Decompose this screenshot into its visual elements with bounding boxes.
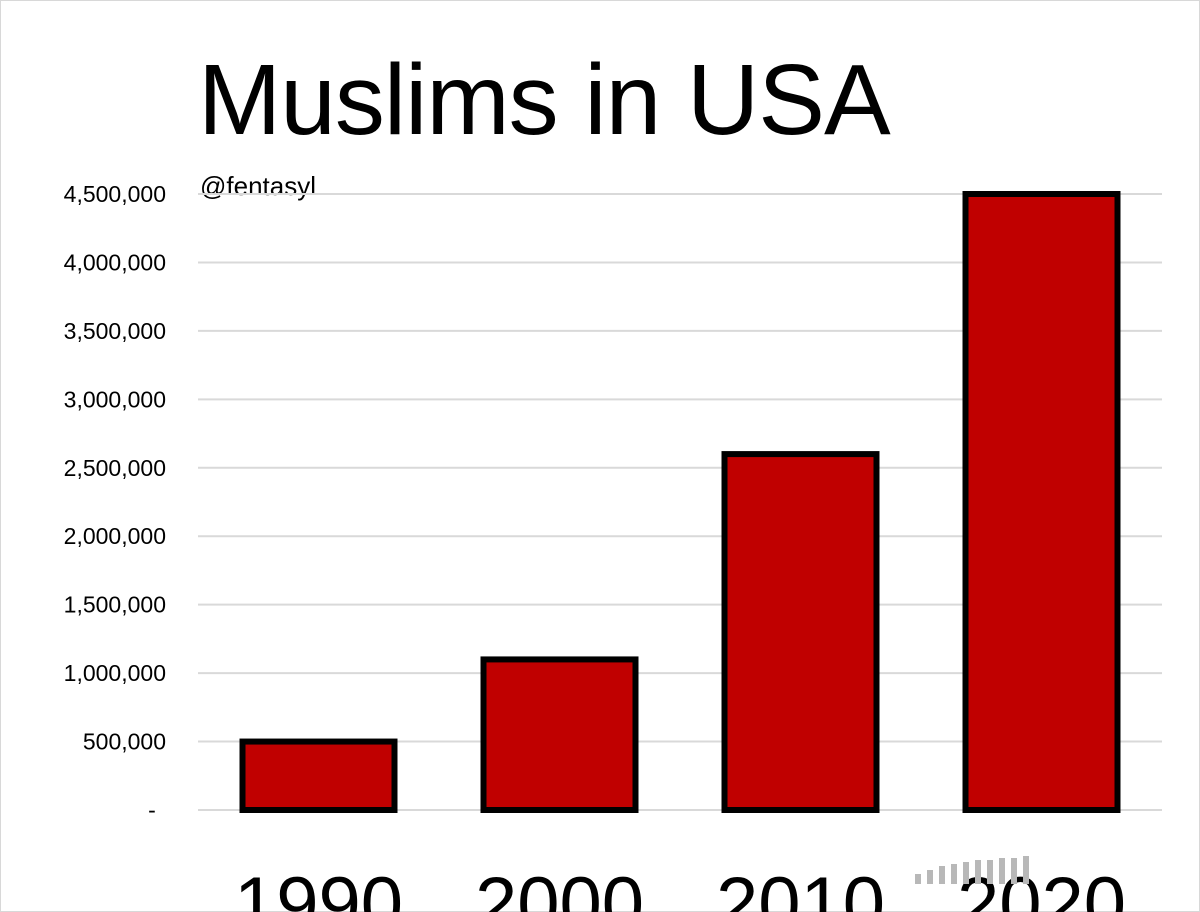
y-tick-label: 2,500,000	[64, 455, 166, 481]
y-tick-label: 3,000,000	[64, 386, 166, 412]
y-tick-label: 3,500,000	[64, 318, 166, 344]
y-axis-tick-labels: - 500,000 1,000,000 1,500,000 2,000,000 2,500…	[64, 181, 166, 823]
bar-1990	[239, 738, 398, 813]
bar-2020	[962, 191, 1121, 813]
x-tick-label: 2020	[957, 862, 1126, 912]
y-tick-label: 2,000,000	[64, 523, 166, 549]
chart-title: Muslims in USA	[198, 44, 891, 156]
bar-2010	[721, 451, 880, 813]
x-tick-label: 2010	[716, 862, 885, 912]
y-tick-label: 4,500,000	[64, 181, 166, 207]
x-tick-label: 1990	[234, 862, 403, 912]
y-tick-label: -	[148, 797, 156, 823]
y-tick-label: 4,000,000	[64, 249, 166, 275]
y-tick-label: 1,000,000	[64, 660, 166, 686]
bars	[239, 191, 1121, 814]
y-tick-label: 1,500,000	[64, 592, 166, 618]
x-axis-tick-labels: 1990 2000 2010 2020	[234, 862, 1126, 912]
bar-2000	[480, 656, 639, 814]
x-tick-label: 2000	[475, 862, 644, 912]
watermark-bars	[915, 856, 1029, 884]
y-tick-label: 500,000	[83, 729, 166, 755]
chart-subtitle: @fentasyl	[200, 171, 316, 201]
